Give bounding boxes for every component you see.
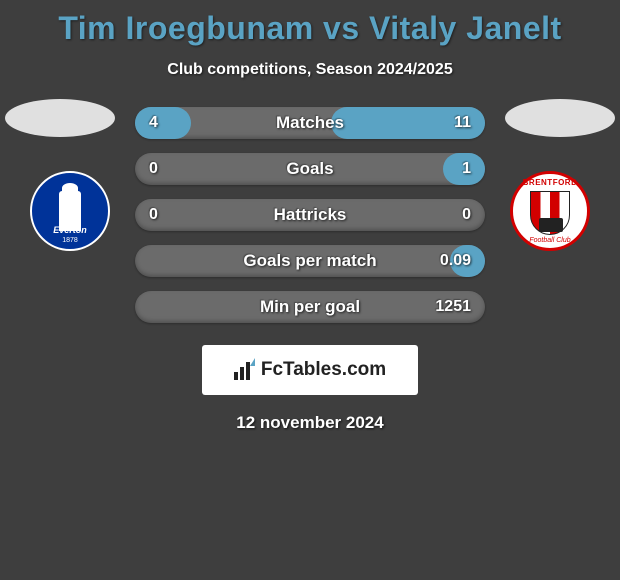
- stat-row: Goals per match 0.09: [135, 245, 485, 277]
- crest-right-name: BRENTFORD: [513, 178, 587, 187]
- page-title: Tim Iroegbunam vs Vitaly Janelt: [0, 0, 620, 47]
- player-avatar-left: [5, 99, 115, 137]
- subtitle: Club competitions, Season 2024/2025: [0, 61, 620, 79]
- everton-badge-icon: Everton 1878: [30, 171, 110, 251]
- club-crest-left: Everton 1878: [28, 169, 112, 253]
- stat-value-left: 4: [149, 114, 158, 132]
- player-avatar-right: [505, 99, 615, 137]
- stat-value-right: 0.09: [440, 252, 471, 270]
- club-crest-right: BRENTFORD Football Club: [508, 169, 592, 253]
- stat-label: Goals per match: [243, 251, 376, 271]
- stat-value-left: 0: [149, 206, 158, 224]
- brand-text: FcTables.com: [261, 359, 386, 381]
- stat-label: Goals: [286, 159, 333, 179]
- stat-value-right: 1251: [435, 298, 471, 316]
- stat-label: Matches: [276, 113, 344, 133]
- stat-label: Min per goal: [260, 297, 360, 317]
- stat-value-left: 0: [149, 160, 158, 178]
- stat-value-right: 11: [454, 114, 471, 132]
- stat-row: 0 Hattricks 0: [135, 199, 485, 231]
- date-text: 12 november 2024: [0, 413, 620, 433]
- crest-left-name: Everton: [32, 225, 108, 235]
- stat-rows: 4 Matches 11 0 Goals 1 0 Hattricks 0 Goals per ma…: [135, 107, 485, 323]
- stat-row: Min per goal 1251: [135, 291, 485, 323]
- stat-fill-left: [135, 107, 191, 139]
- stat-row: 0 Goals 1: [135, 153, 485, 185]
- crest-right-sub: Football Club: [513, 237, 587, 244]
- stat-value-right: 0: [462, 206, 471, 224]
- brentford-badge-icon: BRENTFORD Football Club: [510, 171, 590, 251]
- brand-badge: FcTables.com: [202, 345, 418, 395]
- stat-label: Hattricks: [274, 205, 347, 225]
- stat-row: 4 Matches 11: [135, 107, 485, 139]
- stat-value-right: 1: [462, 160, 471, 178]
- crest-left-year: 1878: [32, 237, 108, 244]
- comparison-panel: Everton 1878 BRENTFORD Football Club 4 Ma…: [0, 107, 620, 433]
- fctables-logo-icon: [234, 360, 255, 380]
